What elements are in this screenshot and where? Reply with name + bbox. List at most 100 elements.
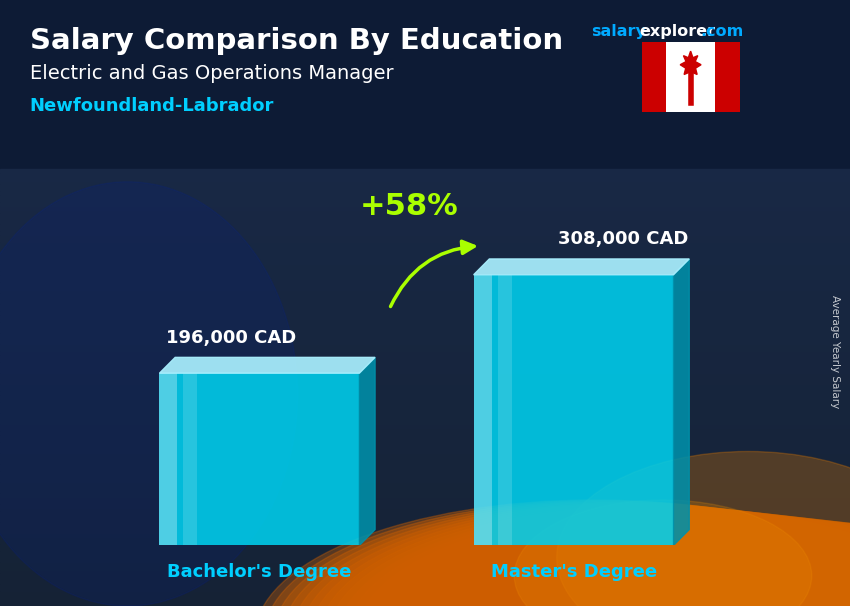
Ellipse shape xyxy=(301,504,850,606)
Bar xyxy=(0,376,850,381)
Ellipse shape xyxy=(255,500,850,606)
Bar xyxy=(0,580,850,584)
Bar xyxy=(0,442,850,446)
Ellipse shape xyxy=(449,516,850,606)
Ellipse shape xyxy=(402,512,850,606)
Text: 308,000 CAD: 308,000 CAD xyxy=(558,230,688,248)
Bar xyxy=(0,584,850,588)
Bar xyxy=(0,300,850,304)
Bar xyxy=(0,336,850,341)
Bar xyxy=(0,391,850,395)
Ellipse shape xyxy=(366,509,850,606)
Bar xyxy=(0,311,850,315)
Ellipse shape xyxy=(310,504,850,606)
Bar xyxy=(0,504,850,508)
Bar xyxy=(0,224,850,228)
Ellipse shape xyxy=(393,511,850,606)
Bar xyxy=(0,533,850,537)
Bar xyxy=(0,220,850,224)
Text: 196,000 CAD: 196,000 CAD xyxy=(166,329,296,347)
Bar xyxy=(0,202,850,206)
Bar xyxy=(0,409,850,413)
Bar xyxy=(184,373,197,545)
Bar xyxy=(0,249,850,253)
Bar xyxy=(0,358,850,362)
Ellipse shape xyxy=(274,502,850,606)
Bar xyxy=(0,565,850,570)
Ellipse shape xyxy=(632,531,850,606)
Bar xyxy=(0,413,850,417)
Bar xyxy=(0,540,850,544)
Bar xyxy=(0,289,850,293)
Ellipse shape xyxy=(0,182,298,606)
Bar xyxy=(0,445,850,450)
Ellipse shape xyxy=(586,527,850,606)
Ellipse shape xyxy=(495,519,850,606)
Ellipse shape xyxy=(660,533,850,606)
Bar xyxy=(160,373,178,545)
Bar xyxy=(0,536,850,541)
Text: Newfoundland-Labrador: Newfoundland-Labrador xyxy=(30,97,274,115)
Bar xyxy=(0,260,850,264)
Ellipse shape xyxy=(724,539,850,606)
Bar xyxy=(0,402,850,406)
Bar xyxy=(0,493,850,497)
Bar xyxy=(0,554,850,559)
Text: +58%: +58% xyxy=(360,191,459,221)
Bar xyxy=(0,264,850,268)
Bar xyxy=(0,333,850,337)
Bar xyxy=(0,591,850,595)
Ellipse shape xyxy=(557,451,850,606)
Bar xyxy=(0,424,850,428)
Bar xyxy=(0,205,850,210)
Bar xyxy=(0,569,850,573)
Bar xyxy=(0,198,850,202)
Bar xyxy=(473,275,673,545)
Bar xyxy=(0,242,850,246)
Bar xyxy=(0,594,850,599)
Ellipse shape xyxy=(320,505,850,606)
Ellipse shape xyxy=(430,514,850,606)
Ellipse shape xyxy=(522,522,850,606)
Bar xyxy=(0,267,850,271)
Bar xyxy=(0,395,850,399)
Bar xyxy=(0,271,850,275)
Bar xyxy=(0,351,850,355)
Bar xyxy=(160,373,360,545)
Bar xyxy=(0,576,850,581)
Bar xyxy=(0,322,850,326)
Bar xyxy=(0,365,850,370)
Ellipse shape xyxy=(605,528,850,606)
Bar xyxy=(0,500,850,504)
Ellipse shape xyxy=(531,522,850,606)
Bar xyxy=(0,529,850,533)
Polygon shape xyxy=(673,259,689,545)
Bar xyxy=(0,551,850,555)
Bar xyxy=(0,405,850,410)
Bar xyxy=(0,296,850,301)
Bar xyxy=(0,191,850,195)
Bar xyxy=(0,304,850,308)
Ellipse shape xyxy=(485,519,850,606)
Bar xyxy=(0,544,850,548)
Bar xyxy=(0,482,850,486)
Bar xyxy=(0,216,850,221)
Bar xyxy=(0,344,850,348)
Bar xyxy=(0,380,850,384)
Text: .com: .com xyxy=(700,24,744,39)
Bar xyxy=(0,340,850,344)
Bar xyxy=(0,460,850,464)
Bar xyxy=(642,42,666,112)
Ellipse shape xyxy=(623,530,850,606)
Bar xyxy=(0,293,850,297)
Ellipse shape xyxy=(375,510,850,606)
Text: Salary Comparison By Education: Salary Comparison By Education xyxy=(30,27,563,55)
Text: Electric and Gas Operations Manager: Electric and Gas Operations Manager xyxy=(30,64,394,82)
Bar xyxy=(0,355,850,359)
Ellipse shape xyxy=(688,536,850,606)
Ellipse shape xyxy=(541,524,850,606)
Ellipse shape xyxy=(716,538,850,606)
Polygon shape xyxy=(680,51,701,75)
Bar xyxy=(0,373,850,377)
Bar xyxy=(0,238,850,242)
